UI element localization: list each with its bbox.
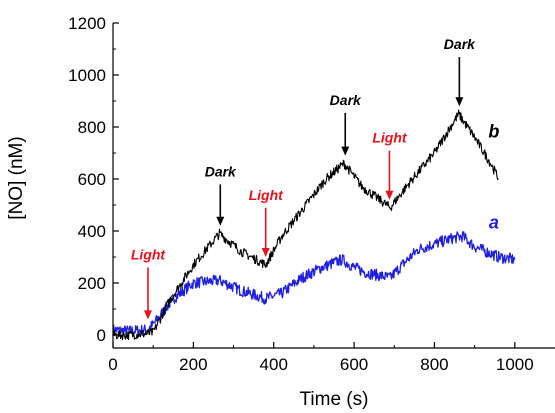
annotation-arrowhead bbox=[385, 190, 394, 200]
annotation-label-dark: Dark bbox=[444, 36, 476, 52]
x-tick-label: 200 bbox=[179, 355, 207, 374]
series-layer bbox=[112, 109, 516, 341]
annotation-arrowhead bbox=[261, 248, 270, 257]
y-tick-label: 600 bbox=[78, 170, 106, 189]
series-label-a: a bbox=[489, 212, 499, 232]
annotation-arrowhead bbox=[455, 97, 464, 107]
x-tick-label: 800 bbox=[420, 355, 448, 374]
annotation-layer: Light Dark Light Dark Light Dark a b bbox=[131, 36, 499, 320]
annotation-label-light: Light bbox=[131, 247, 167, 263]
y-tick-label: 200 bbox=[78, 274, 106, 293]
x-tick-label: 0 bbox=[108, 355, 117, 374]
series-label-b: b bbox=[488, 121, 499, 141]
annotation-arrowhead bbox=[216, 216, 225, 226]
y-tick-label: 400 bbox=[78, 222, 106, 241]
x-axis-title: Time (s) bbox=[300, 389, 369, 410]
y-tick-label: 1000 bbox=[68, 66, 106, 85]
x-tick-label: 400 bbox=[260, 355, 288, 374]
annotation-label-dark: Dark bbox=[205, 163, 237, 179]
annotation-label-light: Light bbox=[372, 130, 408, 146]
annotation-label-dark: Dark bbox=[330, 92, 362, 108]
annotation-arrowhead bbox=[143, 310, 152, 320]
axes-layer: 0 200 400 600 800 1000 0 200 400 600 800 1000 1200 bbox=[68, 14, 555, 374]
x-tick-label: 600 bbox=[340, 355, 368, 374]
y-axis-title: [NO] (nM) bbox=[6, 136, 27, 219]
annotation-arrowhead bbox=[341, 146, 350, 156]
annotation-label-light: Light bbox=[249, 187, 285, 203]
series-line-a bbox=[112, 231, 516, 337]
series-line-b bbox=[112, 109, 499, 341]
y-tick-label: 800 bbox=[78, 118, 106, 137]
x-tick-label: 1000 bbox=[496, 355, 534, 374]
y-tick-label: 1200 bbox=[68, 14, 106, 33]
y-tick-label: 0 bbox=[97, 326, 106, 345]
